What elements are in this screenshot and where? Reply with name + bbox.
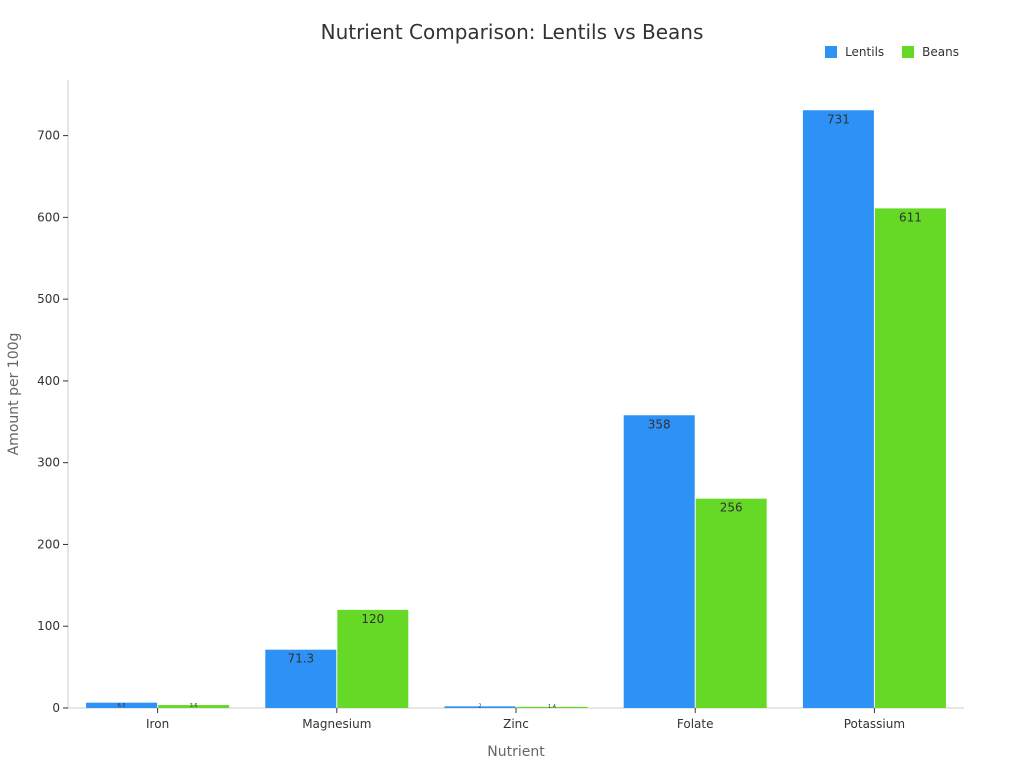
x-tick-label: Iron [146, 717, 169, 731]
y-tick-label: 400 [37, 374, 60, 388]
y-tick-label: 500 [37, 292, 60, 306]
bar-beans-folate [695, 498, 767, 708]
legend-label-beans: Beans [922, 45, 959, 59]
y-tick-label: 700 [37, 129, 60, 143]
x-tick-label: Zinc [503, 717, 529, 731]
legend-item-lentils[interactable]: Lentils [825, 45, 884, 59]
y-axis-title: Amount per 100g [6, 333, 22, 456]
data-label-beans-magnesium: 120 [361, 612, 384, 626]
y-tick-label: 300 [37, 456, 60, 470]
data-label-beans-iron: 3.6 [190, 703, 198, 709]
bar-lentils-zinc [444, 706, 516, 708]
bar-lentils-iron [86, 702, 158, 708]
x-tick-label: Potassium [844, 717, 905, 731]
y-tick-label: 0 [52, 701, 60, 715]
legend-label-lentils: Lentils [845, 45, 885, 59]
y-tick-label: 200 [37, 537, 60, 551]
bar-beans-iron [158, 705, 230, 708]
y-tick-label: 100 [37, 619, 60, 633]
legend: Lentils Beans [825, 45, 959, 59]
data-label-lentils-magnesium: 71.3 [287, 652, 314, 666]
x-tick-label: Magnesium [302, 717, 371, 731]
data-label-lentils-potassium: 731 [827, 112, 850, 126]
bar-lentils-potassium [802, 110, 874, 709]
data-label-lentils-zinc: 2 [478, 703, 481, 709]
data-label-lentils-folate: 358 [648, 417, 671, 431]
bar-beans-potassium [874, 208, 946, 709]
bar-lentils-folate [623, 415, 695, 708]
chart-title: Nutrient Comparison: Lentils vs Beans [320, 20, 704, 44]
x-axis-title: Nutrient [487, 744, 545, 760]
y-tick-label: 600 [37, 210, 60, 224]
bar-beans-magnesium [337, 609, 409, 708]
bar-beans-zinc [516, 706, 588, 708]
legend-item-beans[interactable]: Beans [902, 45, 959, 59]
bar-lentils-magnesium [265, 649, 337, 708]
legend-swatch-lentils [825, 46, 838, 58]
legend-swatch-beans [902, 46, 915, 58]
data-label-beans-zinc: 1.4 [548, 704, 556, 710]
data-label-beans-potassium: 611 [899, 210, 922, 224]
x-tick-label: Folate [677, 717, 714, 731]
data-label-beans-folate: 256 [720, 501, 743, 515]
data-label-lentils-iron: 6.5 [118, 703, 126, 709]
